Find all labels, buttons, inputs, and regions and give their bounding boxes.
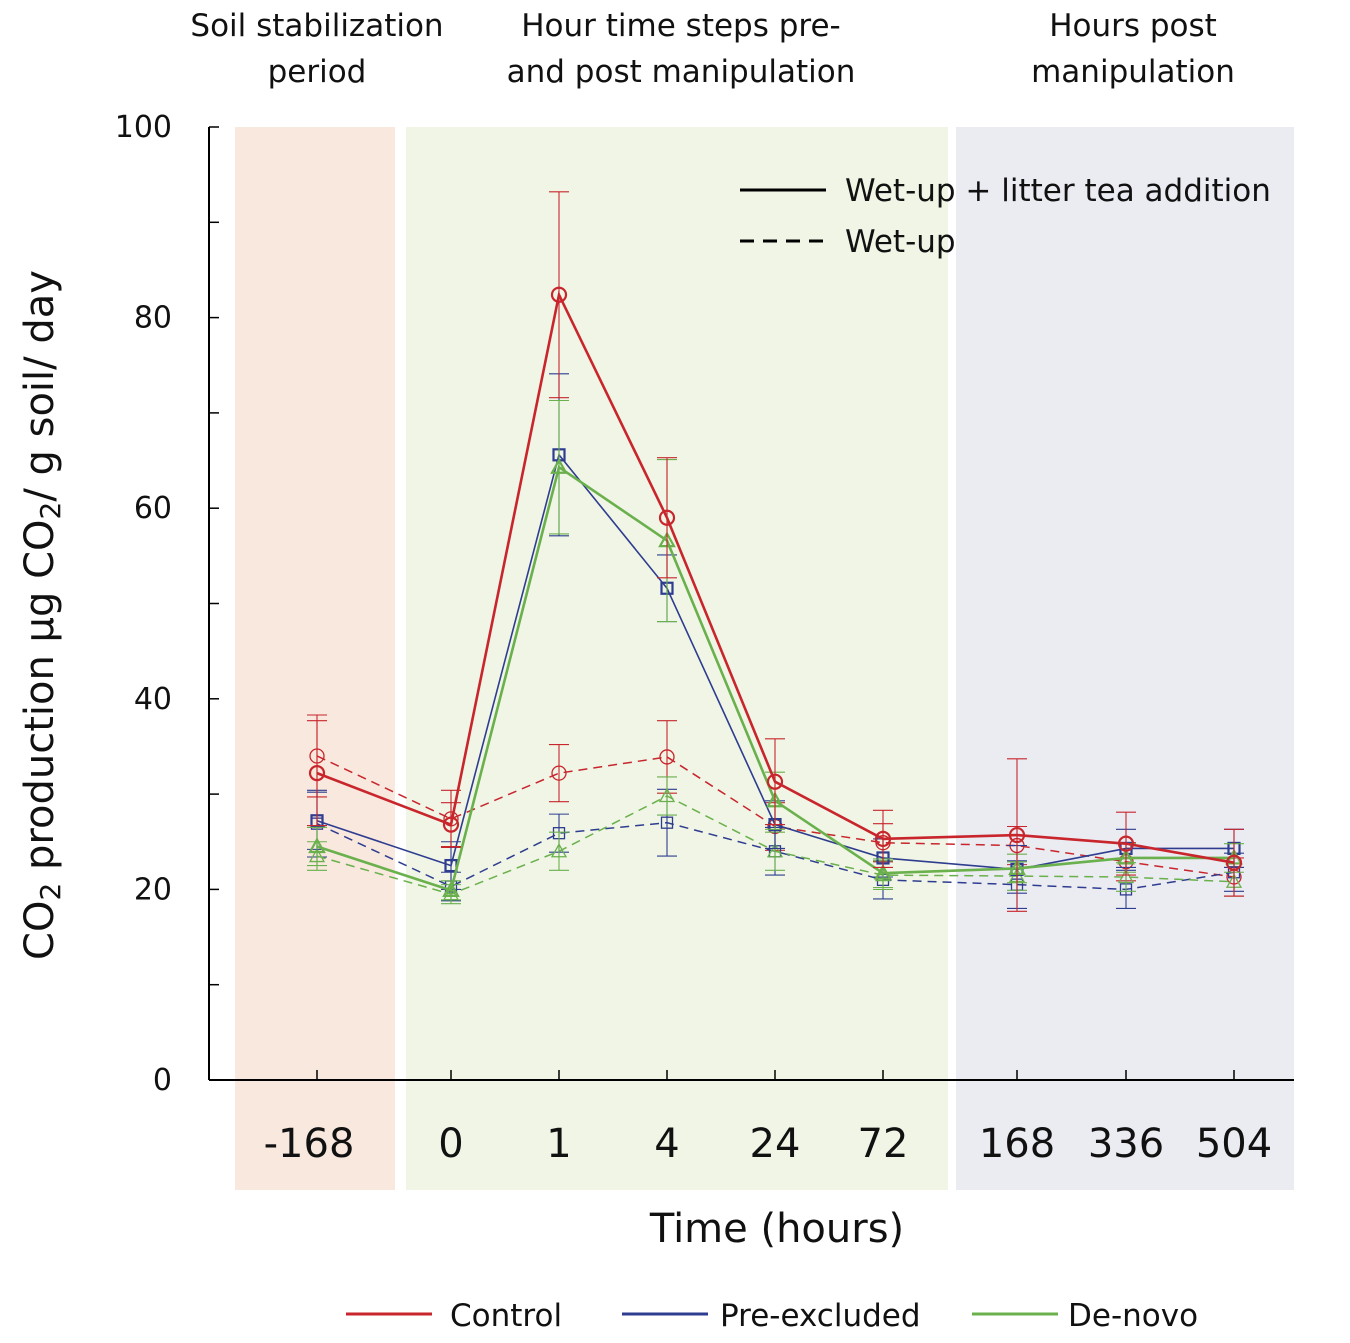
treatment-legend: Control Pre-excluded De-novo: [346, 1298, 1198, 1334]
period-band-stabilization: [235, 127, 395, 1190]
x-tick-label-72: 72: [858, 1121, 909, 1167]
period-band-post-manipulation: [956, 127, 1294, 1190]
point-de-novo-solid--168: [308, 837, 326, 854]
x-tick-label-1: 1: [546, 1121, 571, 1167]
point-control-solid--168: [308, 765, 326, 782]
y-axis-title: CO2 production µg CO2/ g soil/ day: [17, 270, 67, 960]
x-tick-label-4: 4: [654, 1121, 679, 1167]
point-control-dashed-1: [551, 765, 567, 781]
y-tick-label-100: 100: [115, 110, 172, 145]
x-tick-label-168: 168: [979, 1121, 1055, 1167]
x-axis: -168 0 1 4 24 72 168 336 504: [264, 1070, 1272, 1167]
point-de-novo-solid-0: [442, 881, 460, 897]
point-control-solid-168: [1008, 826, 1026, 844]
period-title-stabilization-line1: Soil stabilization: [190, 8, 443, 44]
point-control-solid-24: [766, 773, 784, 790]
y-tick-label-0: 0: [153, 1063, 172, 1098]
y-tick-label-60: 60: [134, 491, 172, 526]
period-title-stabilization-line2: period: [268, 54, 367, 90]
point-de-novo-solid-72: [874, 863, 892, 880]
x-tick-label-24: 24: [750, 1121, 801, 1167]
y-tick-label-80: 80: [134, 301, 172, 336]
point-de-novo-dashed-1: [550, 842, 568, 858]
x-tick-label-0: 0: [438, 1121, 463, 1167]
line-style-legend: Wet-up + litter tea addition Wet-up: [740, 173, 1271, 260]
period-title-hour-steps-line1: Hour time steps pre-: [521, 8, 840, 44]
point-control-solid-1: [550, 286, 568, 303]
point-de-novo-dashed-24: [766, 842, 784, 858]
x-tick-label-336: 336: [1088, 1121, 1164, 1167]
line-control-solid: [316, 290, 1235, 864]
legend-label-de-novo: De-novo: [1068, 1298, 1198, 1334]
series-control-solid: [307, 191, 1244, 912]
point-de-novo-dashed-4: [658, 787, 676, 803]
point-de-novo-solid-1: [550, 457, 568, 474]
point-control-solid-336: [1117, 835, 1135, 852]
period-title-post-manipulation-line2: manipulation: [1031, 54, 1235, 90]
point-pre-excluded-dashed-4: [660, 816, 674, 829]
point-control-dashed-4: [659, 749, 675, 765]
y-axis: 0 20 40 60 80 100: [115, 110, 219, 1098]
legend-label-control: Control: [450, 1298, 562, 1334]
x-axis-title: Time (hours): [649, 1206, 904, 1252]
legend-label-pre-excluded: Pre-excluded: [720, 1298, 921, 1334]
point-de-novo-dashed-336: [1117, 868, 1135, 884]
period-band-hour-steps: [406, 127, 948, 1190]
period-title-post-manipulation-line1: Hours post: [1049, 8, 1217, 44]
y-tick-label-20: 20: [134, 872, 172, 907]
line-de-novo-dashed: [316, 795, 1235, 895]
point-control-solid-4: [658, 509, 676, 526]
point-control-solid-0: [442, 816, 460, 833]
dashed-line-legend-label: Wet-up: [845, 224, 956, 260]
x-tick-label-504: 504: [1196, 1121, 1272, 1167]
period-title-hour-steps-line2: and post manipulation: [507, 54, 856, 90]
point-control-solid-504: [1225, 854, 1243, 871]
plot-area: [307, 191, 1244, 912]
x-tick-label--168: -168: [264, 1121, 355, 1167]
y-tick-label-40: 40: [134, 682, 172, 717]
point-control-solid-72: [874, 830, 892, 847]
solid-line-legend-label: Wet-up + litter tea addition: [845, 173, 1271, 209]
